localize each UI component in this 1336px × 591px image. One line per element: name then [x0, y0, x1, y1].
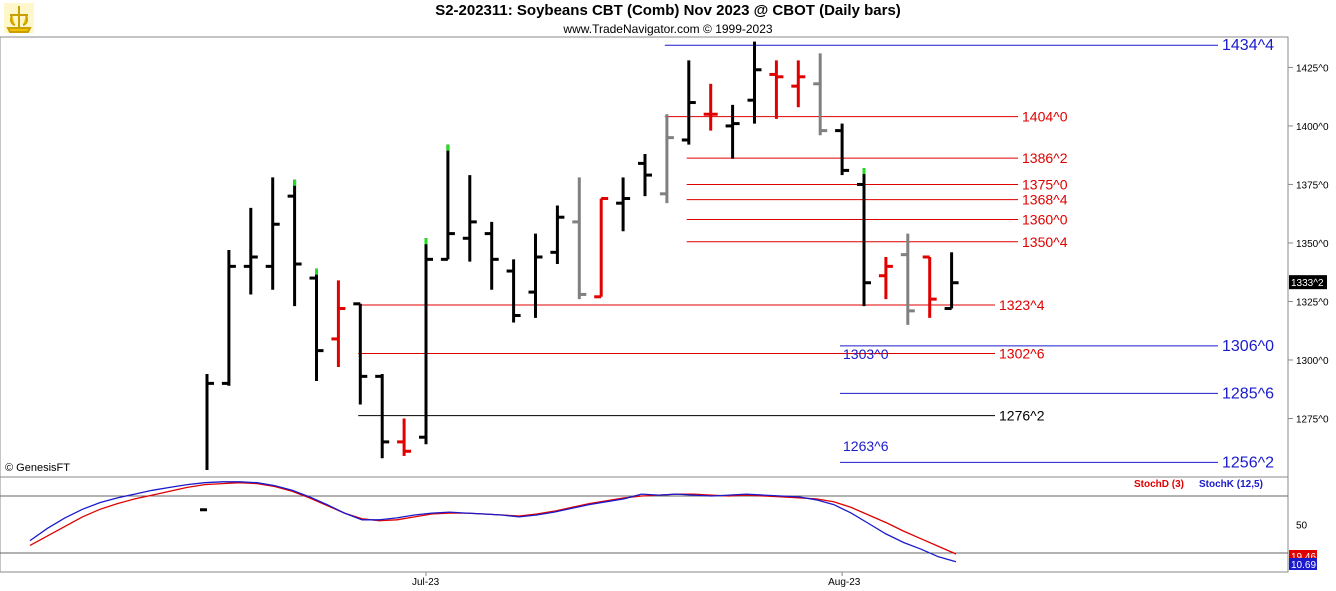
price-tick-label: 1300^0 — [1296, 356, 1329, 367]
ohlc-bar — [791, 60, 806, 108]
ohlc-bar — [747, 41, 762, 124]
ohlc-bar — [528, 233, 543, 318]
ohlc-bar — [769, 60, 784, 119]
stoch-value-label: 19.46 — [1291, 552, 1316, 563]
price-tick-label: 1375^0 — [1296, 180, 1329, 191]
price-panel-frame — [0, 36, 1289, 478]
date-tick-label: Aug-23 — [828, 577, 861, 588]
ohlc-bar — [616, 177, 631, 232]
ohlc-bar — [813, 53, 828, 136]
ohlc-bar — [725, 104, 740, 159]
chart-title: S2-202311: Soybeans CBT (Comb) Nov 2023 … — [435, 2, 901, 19]
copyright-label: © GenesisFT — [5, 462, 70, 474]
level-label: 1434^4 — [1222, 37, 1274, 54]
ohlc-bar — [681, 60, 696, 145]
price-tick-label: 1350^0 — [1296, 239, 1329, 250]
level-label: 1368^4 — [1022, 192, 1068, 208]
ohlc-bar — [878, 257, 893, 300]
level-label: 1350^4 — [1022, 234, 1068, 250]
ohlc-bar — [506, 259, 521, 323]
level-label: 1285^6 — [1222, 385, 1274, 402]
date-tick-label: Jul-23 — [412, 577, 440, 588]
level-label: 1375^0 — [1022, 176, 1068, 192]
ohlc-bar — [221, 249, 236, 386]
price-axis: 1425^0 1400^0 1375^0 1350^0 1325^0 1300^0 1275… — [1288, 63, 1329, 425]
ohlc-bar — [638, 154, 652, 197]
price-tick-label: 1425^0 — [1296, 63, 1329, 74]
price-tick-label: 1400^0 — [1296, 122, 1329, 133]
ohlc-bar — [353, 302, 368, 405]
level-label: 1256^2 — [1222, 454, 1274, 471]
level-label: 1323^4 — [999, 297, 1045, 313]
ohlc-bar — [572, 177, 587, 300]
price-tick-label: 1325^0 — [1296, 297, 1329, 308]
ohlc-bar — [462, 175, 477, 262]
ohlc-bar — [200, 374, 214, 512]
level-label: 1276^2 — [999, 408, 1045, 424]
stoch-value-label: 10.69 — [1291, 560, 1316, 571]
ohlc-bar — [857, 168, 871, 307]
level-label: 1302^6 — [999, 346, 1045, 362]
annotation-label: 1263^6 — [843, 438, 889, 454]
ohlc-bar — [287, 179, 302, 307]
level-label: 1360^0 — [1022, 212, 1068, 228]
stochastic-panel: 50 StochD (3) 19.46 StochK (12,5) 10.69 — [0, 479, 1317, 571]
ohlc-bar — [440, 144, 455, 261]
stoch-legend-entry: StochD (3) — [1134, 479, 1184, 490]
stoch-tick-label: 50 — [1296, 521, 1308, 532]
level-label: 1404^0 — [1022, 109, 1068, 125]
ohlc-bar — [243, 207, 258, 295]
ohlc-bar — [550, 205, 565, 265]
ohlc-bar — [265, 177, 280, 290]
stoch-legend-entry: StochK (12,5) — [1199, 479, 1263, 490]
date-axis: Jul-23 Aug-23 — [412, 572, 861, 588]
ohlc-bar — [397, 418, 412, 456]
stoch-value-tag — [1289, 558, 1317, 570]
ohlc-bar — [835, 123, 850, 176]
chart-subtitle: www.TradeNavigator.com © 1999-2023 — [563, 22, 773, 36]
level-label: 1386^2 — [1022, 150, 1068, 166]
ohlc-bar — [594, 196, 609, 299]
last-price-tag — [1289, 275, 1327, 290]
ohlc-bar — [484, 221, 499, 290]
stoch-panel-frame — [0, 476, 1289, 573]
ohlc-bar — [922, 255, 937, 318]
ohlc-bar — [309, 268, 324, 382]
level-label: 1306^0 — [1222, 338, 1274, 355]
ohlc-bar — [375, 374, 390, 459]
ohlc-bar — [419, 238, 433, 445]
annotation-label: 1303^0 — [843, 346, 889, 362]
ohlc-bar — [331, 280, 346, 367]
genesis-logo — [4, 3, 34, 33]
ohlc-bar — [944, 252, 959, 310]
stoch-series-line — [29, 481, 957, 563]
ohlc-bars — [200, 41, 959, 512]
last-price-label: 1333^2 — [1291, 278, 1324, 289]
ohlc-bar — [900, 233, 915, 325]
price-tick-label: 1275^0 — [1296, 414, 1329, 425]
ohlc-bar — [659, 114, 674, 204]
ohlc-bar — [703, 83, 718, 131]
